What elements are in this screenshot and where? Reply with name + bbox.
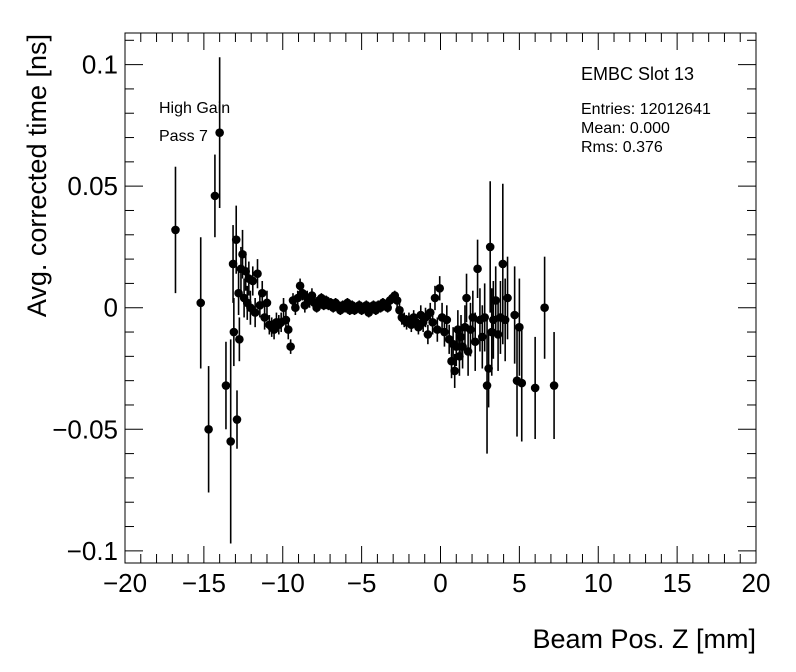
data-point (279, 303, 288, 313)
data-point (196, 298, 206, 308)
plot-frame (124, 32, 757, 564)
data-point (453, 325, 463, 334)
y-tick-label: 0.05 (67, 171, 118, 201)
stats-rms: Rms: 0.376 (581, 139, 663, 156)
x-axis-title: Beam Pos. Z [mm] (532, 624, 756, 654)
x-tick-label: 10 (584, 568, 613, 598)
data-point (210, 191, 220, 201)
x-tick-label: 20 (742, 568, 771, 598)
data-point (228, 259, 238, 269)
data-point (423, 330, 433, 339)
data-point (235, 335, 244, 344)
data-point (392, 296, 402, 305)
data-point (231, 235, 241, 244)
axis-tick-labels: −20 −15 −10 −5 0 5 10 15 20 0.1 0.05 0 −0.05 −0.1 (52, 50, 770, 598)
y-tick-label: 0 (104, 293, 118, 323)
data-point (485, 242, 495, 252)
data-point (456, 332, 466, 342)
data-point (428, 318, 437, 327)
data-point (291, 303, 300, 313)
data-point (482, 381, 492, 390)
data-point (238, 249, 247, 259)
data-point (442, 315, 452, 325)
stats-mean: Mean: 0.000 (581, 120, 670, 137)
x-tick-label: −15 (182, 568, 226, 598)
data-point (226, 437, 235, 446)
data-point (232, 415, 242, 424)
data-point (286, 342, 295, 351)
data-point (433, 325, 442, 334)
x-tick-label: −10 (261, 568, 305, 598)
stats-box-title: EMBC Slot 13 (581, 64, 694, 84)
y-tick-label: −0.05 (52, 414, 118, 444)
x-tick-label: 0 (433, 568, 447, 598)
data-point (241, 266, 250, 276)
gain-annotation: High Gain (159, 100, 230, 117)
data-point (498, 259, 508, 269)
y-tick-label: 0.1 (82, 50, 118, 80)
data-point (283, 325, 293, 334)
data-point (503, 293, 512, 303)
data-point (435, 283, 445, 293)
data-point (510, 310, 519, 320)
data-point (215, 128, 224, 137)
data-point (262, 298, 272, 308)
data-markers (171, 57, 559, 544)
data-point (530, 383, 540, 393)
data-point (540, 303, 549, 313)
data-point (253, 269, 262, 278)
data-point (470, 337, 480, 347)
data-point (234, 288, 243, 298)
data-point (312, 303, 321, 313)
pass-annotation: Pass 7 (159, 128, 208, 145)
x-tick-label: 15 (663, 568, 692, 598)
data-point (229, 327, 239, 337)
data-point (549, 381, 559, 390)
data-point (473, 264, 482, 274)
x-tick-label: −20 (103, 568, 147, 598)
x-tick-label: 5 (512, 568, 526, 598)
data-point (257, 288, 267, 298)
data-point (171, 225, 180, 235)
data-point (462, 293, 471, 303)
data-point (430, 293, 440, 303)
data-point (517, 378, 527, 388)
data-point (383, 303, 392, 313)
x-tick-label: −5 (347, 568, 377, 598)
y-tick-label: −0.1 (67, 536, 118, 566)
data-point (221, 381, 231, 390)
data-point (250, 308, 260, 317)
data-point (484, 364, 493, 373)
stats-entries: Entries: 12012641 (581, 101, 711, 118)
data-point (450, 366, 459, 376)
data-point (248, 276, 258, 286)
y-axis-title: Avg. corrected time [ns] (22, 34, 52, 317)
data-point (204, 424, 213, 434)
data-point (260, 313, 269, 322)
